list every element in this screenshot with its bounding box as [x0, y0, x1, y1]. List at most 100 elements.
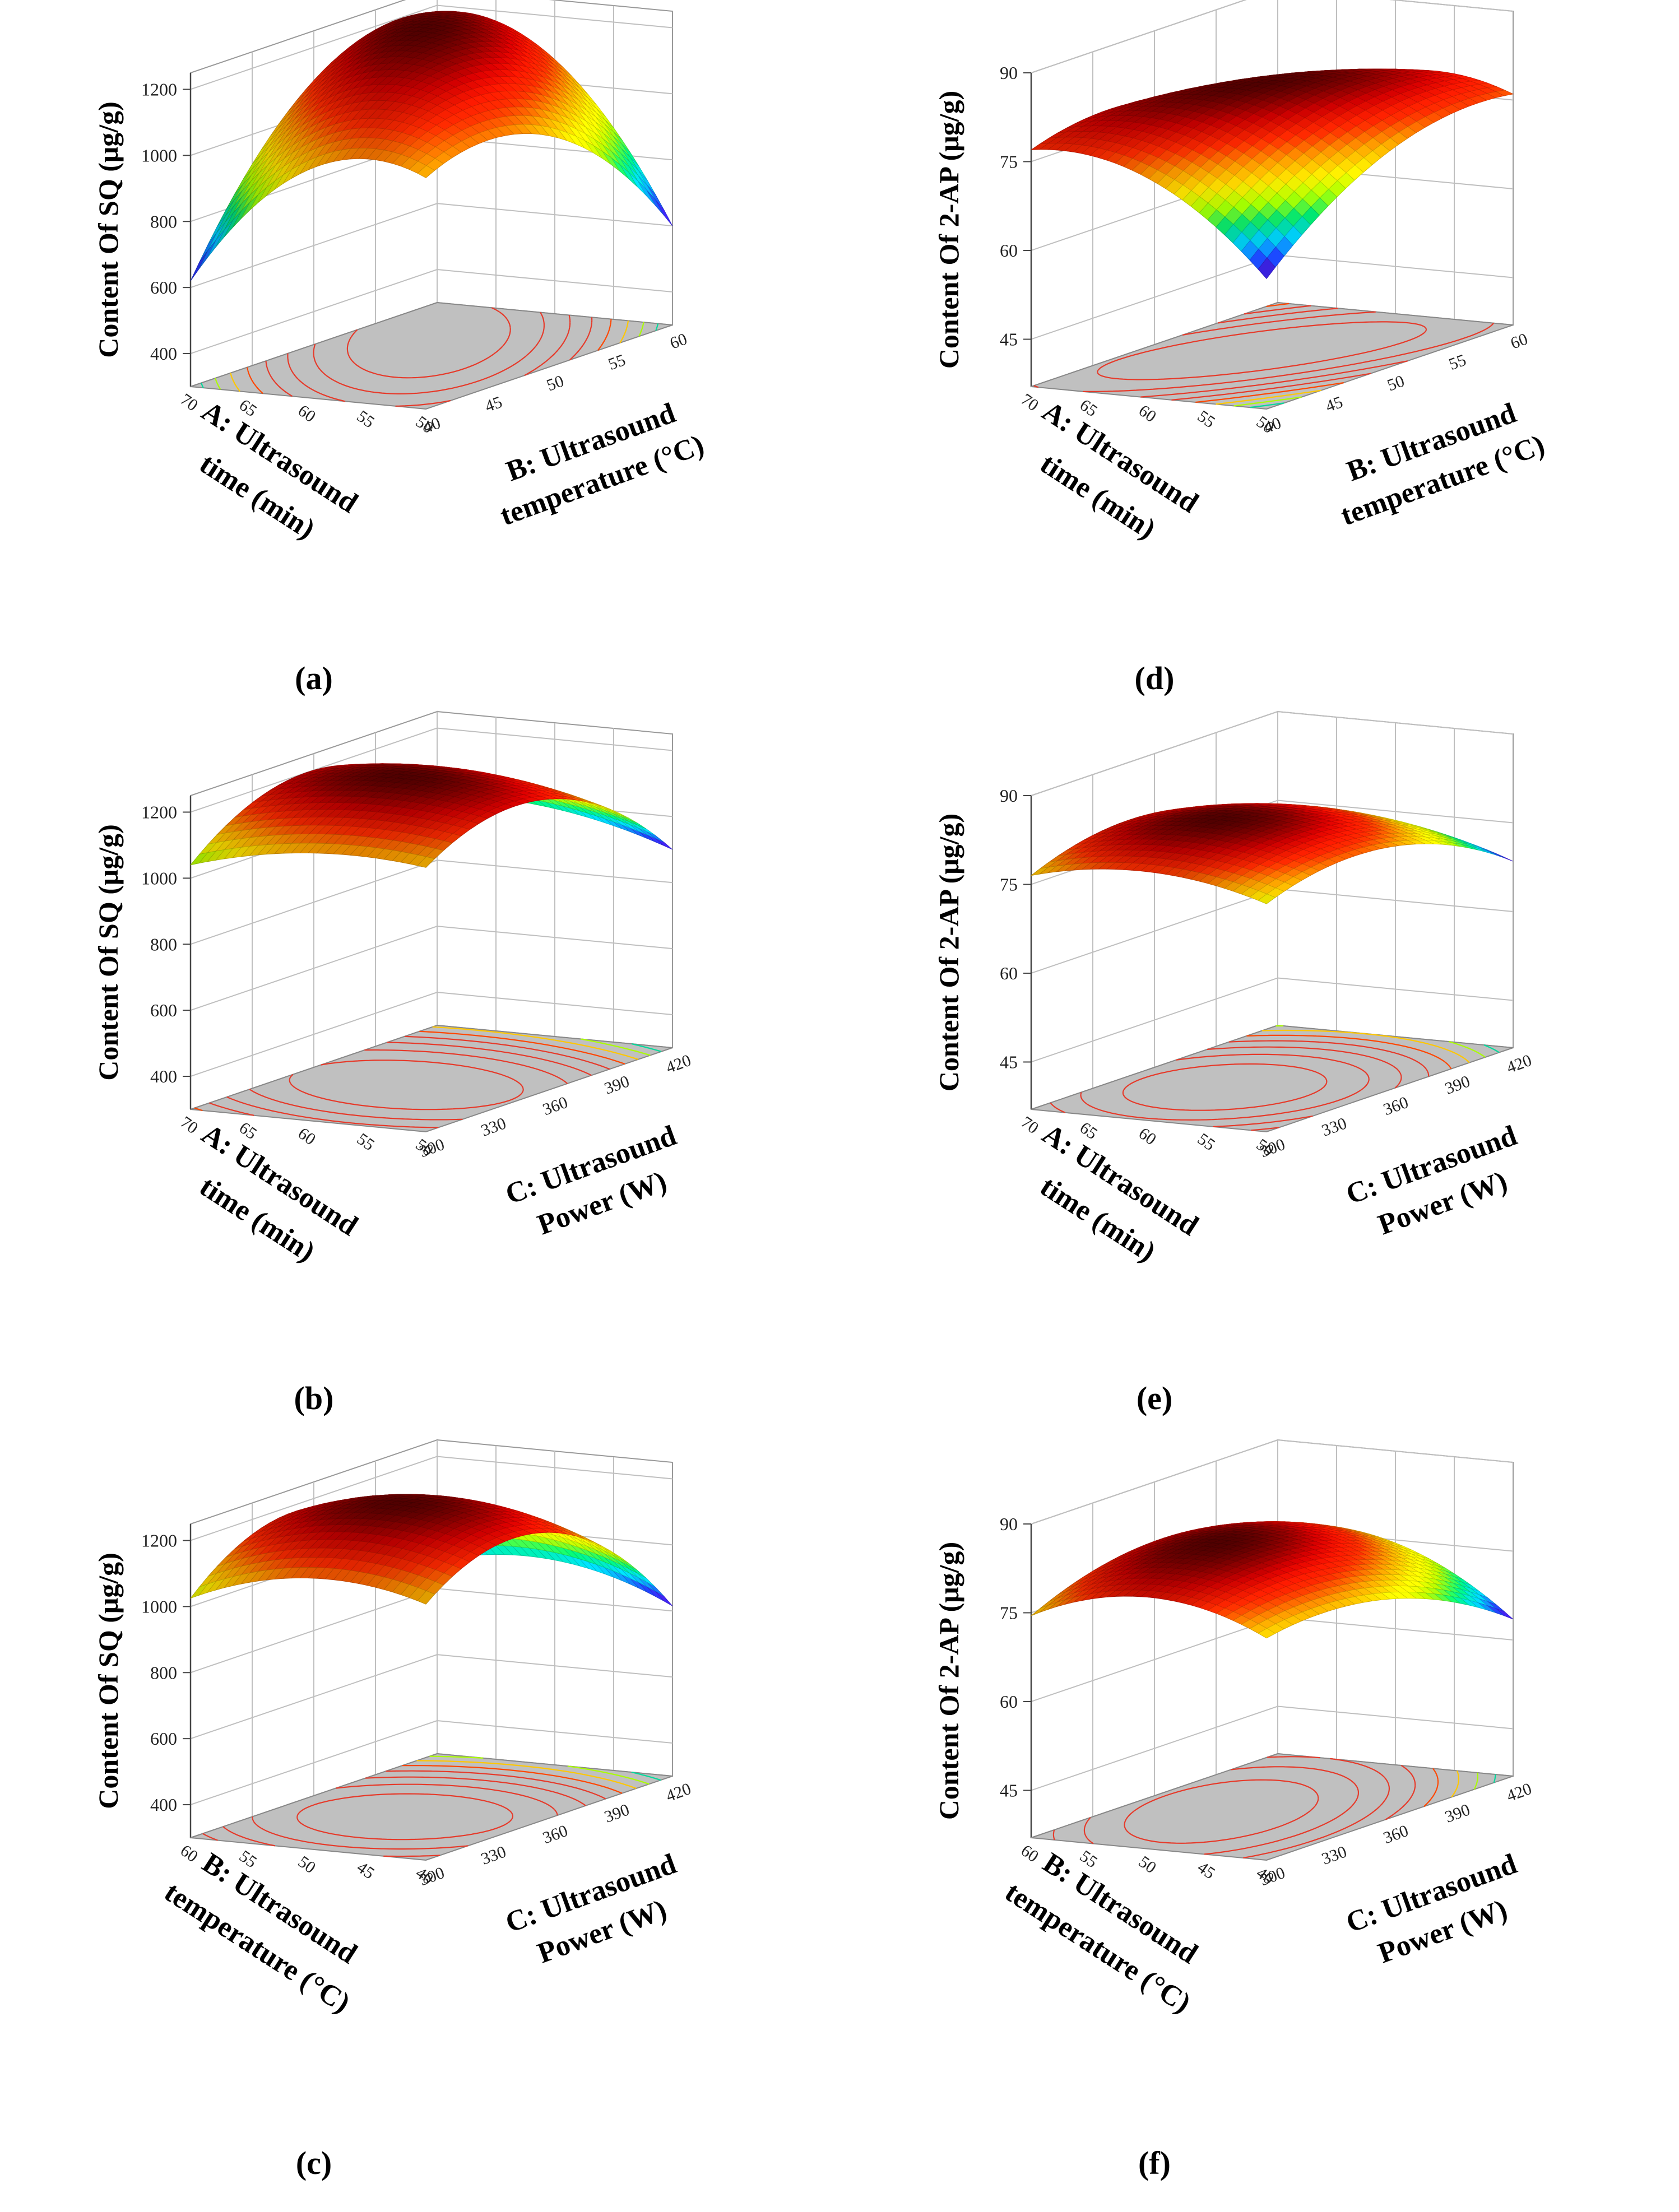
z-tick-label: 1000 [141, 1596, 177, 1616]
z-tick-label: 400 [150, 343, 177, 364]
contour-line [402, 1765, 623, 1794]
response-surface [189, 1494, 673, 1606]
z-tick-label: 45 [1000, 1052, 1018, 1072]
z-tick-label: 1200 [141, 79, 177, 99]
contour-line [429, 1755, 650, 1785]
factor1-tick-label: 55 [354, 407, 378, 431]
factor2-tick-label: 60 [667, 329, 689, 352]
z-tick-label: 75 [1000, 874, 1018, 894]
contour-line [346, 307, 511, 379]
z-tick-label: 1000 [141, 868, 177, 888]
factor2-tick-label: 55 [606, 351, 628, 374]
factor2-tick-label: 60 [1508, 329, 1530, 352]
factor2-tick-label: 360 [540, 1093, 571, 1119]
factor1-tick-label: 55 [354, 1130, 378, 1154]
factor1-tick-label: 60 [1135, 401, 1160, 426]
factor1-tick-label: 60 [1135, 1124, 1160, 1149]
z-axis-title: Content Of 2-AP (μg/g) [933, 91, 964, 369]
contour-line [432, 1026, 639, 1060]
contour-line [249, 1049, 568, 1121]
contour-line [296, 1793, 514, 1841]
surface-facet [417, 856, 435, 868]
factor1-tick-label: 70 [1018, 1113, 1042, 1137]
factor1-tick-label: 50 [295, 1852, 319, 1877]
contour-line [252, 1783, 558, 1850]
contour-line [226, 1042, 592, 1128]
factor2-tick-label: 55 [1446, 351, 1468, 374]
z-tick-label: 400 [150, 1066, 177, 1086]
contour-line [215, 322, 644, 390]
contour-line [265, 317, 593, 397]
factor1-tick-label: 70 [177, 1113, 202, 1137]
factor2-tick-label: 390 [1443, 1072, 1473, 1098]
factor2-tick-label: 45 [1323, 393, 1345, 416]
contour-line [222, 1776, 586, 1857]
factor2-tick-label: 330 [479, 1114, 509, 1140]
surface-facet [417, 165, 435, 178]
factor1-tick-label: 55 [1194, 407, 1219, 431]
z-axis-title: Content Of 2-AP (μg/g) [933, 814, 964, 1091]
factor2-tick-label: 420 [1504, 1051, 1534, 1077]
contour-line [202, 1770, 606, 1841]
factor2-tick-label: 50 [544, 371, 566, 394]
factor2-tick-label: 50 [1385, 371, 1407, 394]
contour-line [194, 1030, 625, 1112]
panel-label-d: (d) [1135, 660, 1175, 696]
contour-floor [190, 301, 673, 410]
z-tick-label: 400 [150, 1795, 177, 1815]
contour-line [631, 1771, 661, 1781]
factor1-tick-label: 70 [177, 390, 202, 415]
z-tick-label: 60 [1000, 963, 1018, 983]
factor1-tick-label: 60 [295, 1124, 319, 1149]
z-tick-label: 800 [150, 1662, 177, 1683]
factor1-tick-label: 60 [295, 401, 319, 426]
panel-label-b: (b) [294, 1380, 334, 1416]
contour-line [246, 319, 612, 394]
contour-line [230, 320, 629, 392]
panel-label-a: (a) [295, 660, 333, 696]
z-axis-ticks: 400 600 800 1000 1200 [141, 1530, 191, 1815]
factor2-tick-label: 360 [540, 1821, 571, 1847]
contour-line [289, 1059, 524, 1110]
z-axis-title: Content Of SQ (μg/g) [92, 824, 124, 1081]
z-axis-title: Content Of SQ (μg/g) [92, 1553, 124, 1809]
z-tick-label: 1200 [141, 802, 177, 822]
z-tick-label: 1200 [141, 1530, 177, 1550]
contour-line [287, 315, 571, 407]
contour-line [632, 1043, 662, 1052]
z-tick-label: 1000 [141, 145, 177, 165]
panel-label-c: (c) [296, 2145, 332, 2181]
contour-floor [190, 1753, 673, 1861]
factor2-tick-label: 45 [483, 393, 504, 416]
z-tick-label: 600 [150, 277, 177, 298]
z-tick-label: 600 [150, 1728, 177, 1749]
factor1-tick-label: 60 [177, 1841, 202, 1866]
floor-contour-plot [190, 1024, 673, 1133]
floor-contour-plot [190, 1753, 673, 1861]
z-tick-label: 800 [150, 934, 177, 954]
factor2-tick-label: 330 [479, 1842, 509, 1868]
factor2-tick-label: 420 [664, 1779, 694, 1805]
response-surface [190, 11, 673, 281]
contour-line [209, 1035, 610, 1116]
z-tick-label: 45 [1000, 329, 1018, 349]
floor-contour-plot [190, 301, 673, 410]
factor2-tick-label: 330 [1319, 1114, 1349, 1140]
factor2-tick-label: 390 [602, 1072, 632, 1098]
factor2-tick-label: 420 [664, 1051, 694, 1077]
contour-line [416, 1760, 637, 1790]
contour-line [313, 312, 545, 394]
response-surface [189, 763, 673, 868]
contour-floor [190, 1024, 673, 1133]
panel-label-e: (e) [1137, 1380, 1172, 1416]
